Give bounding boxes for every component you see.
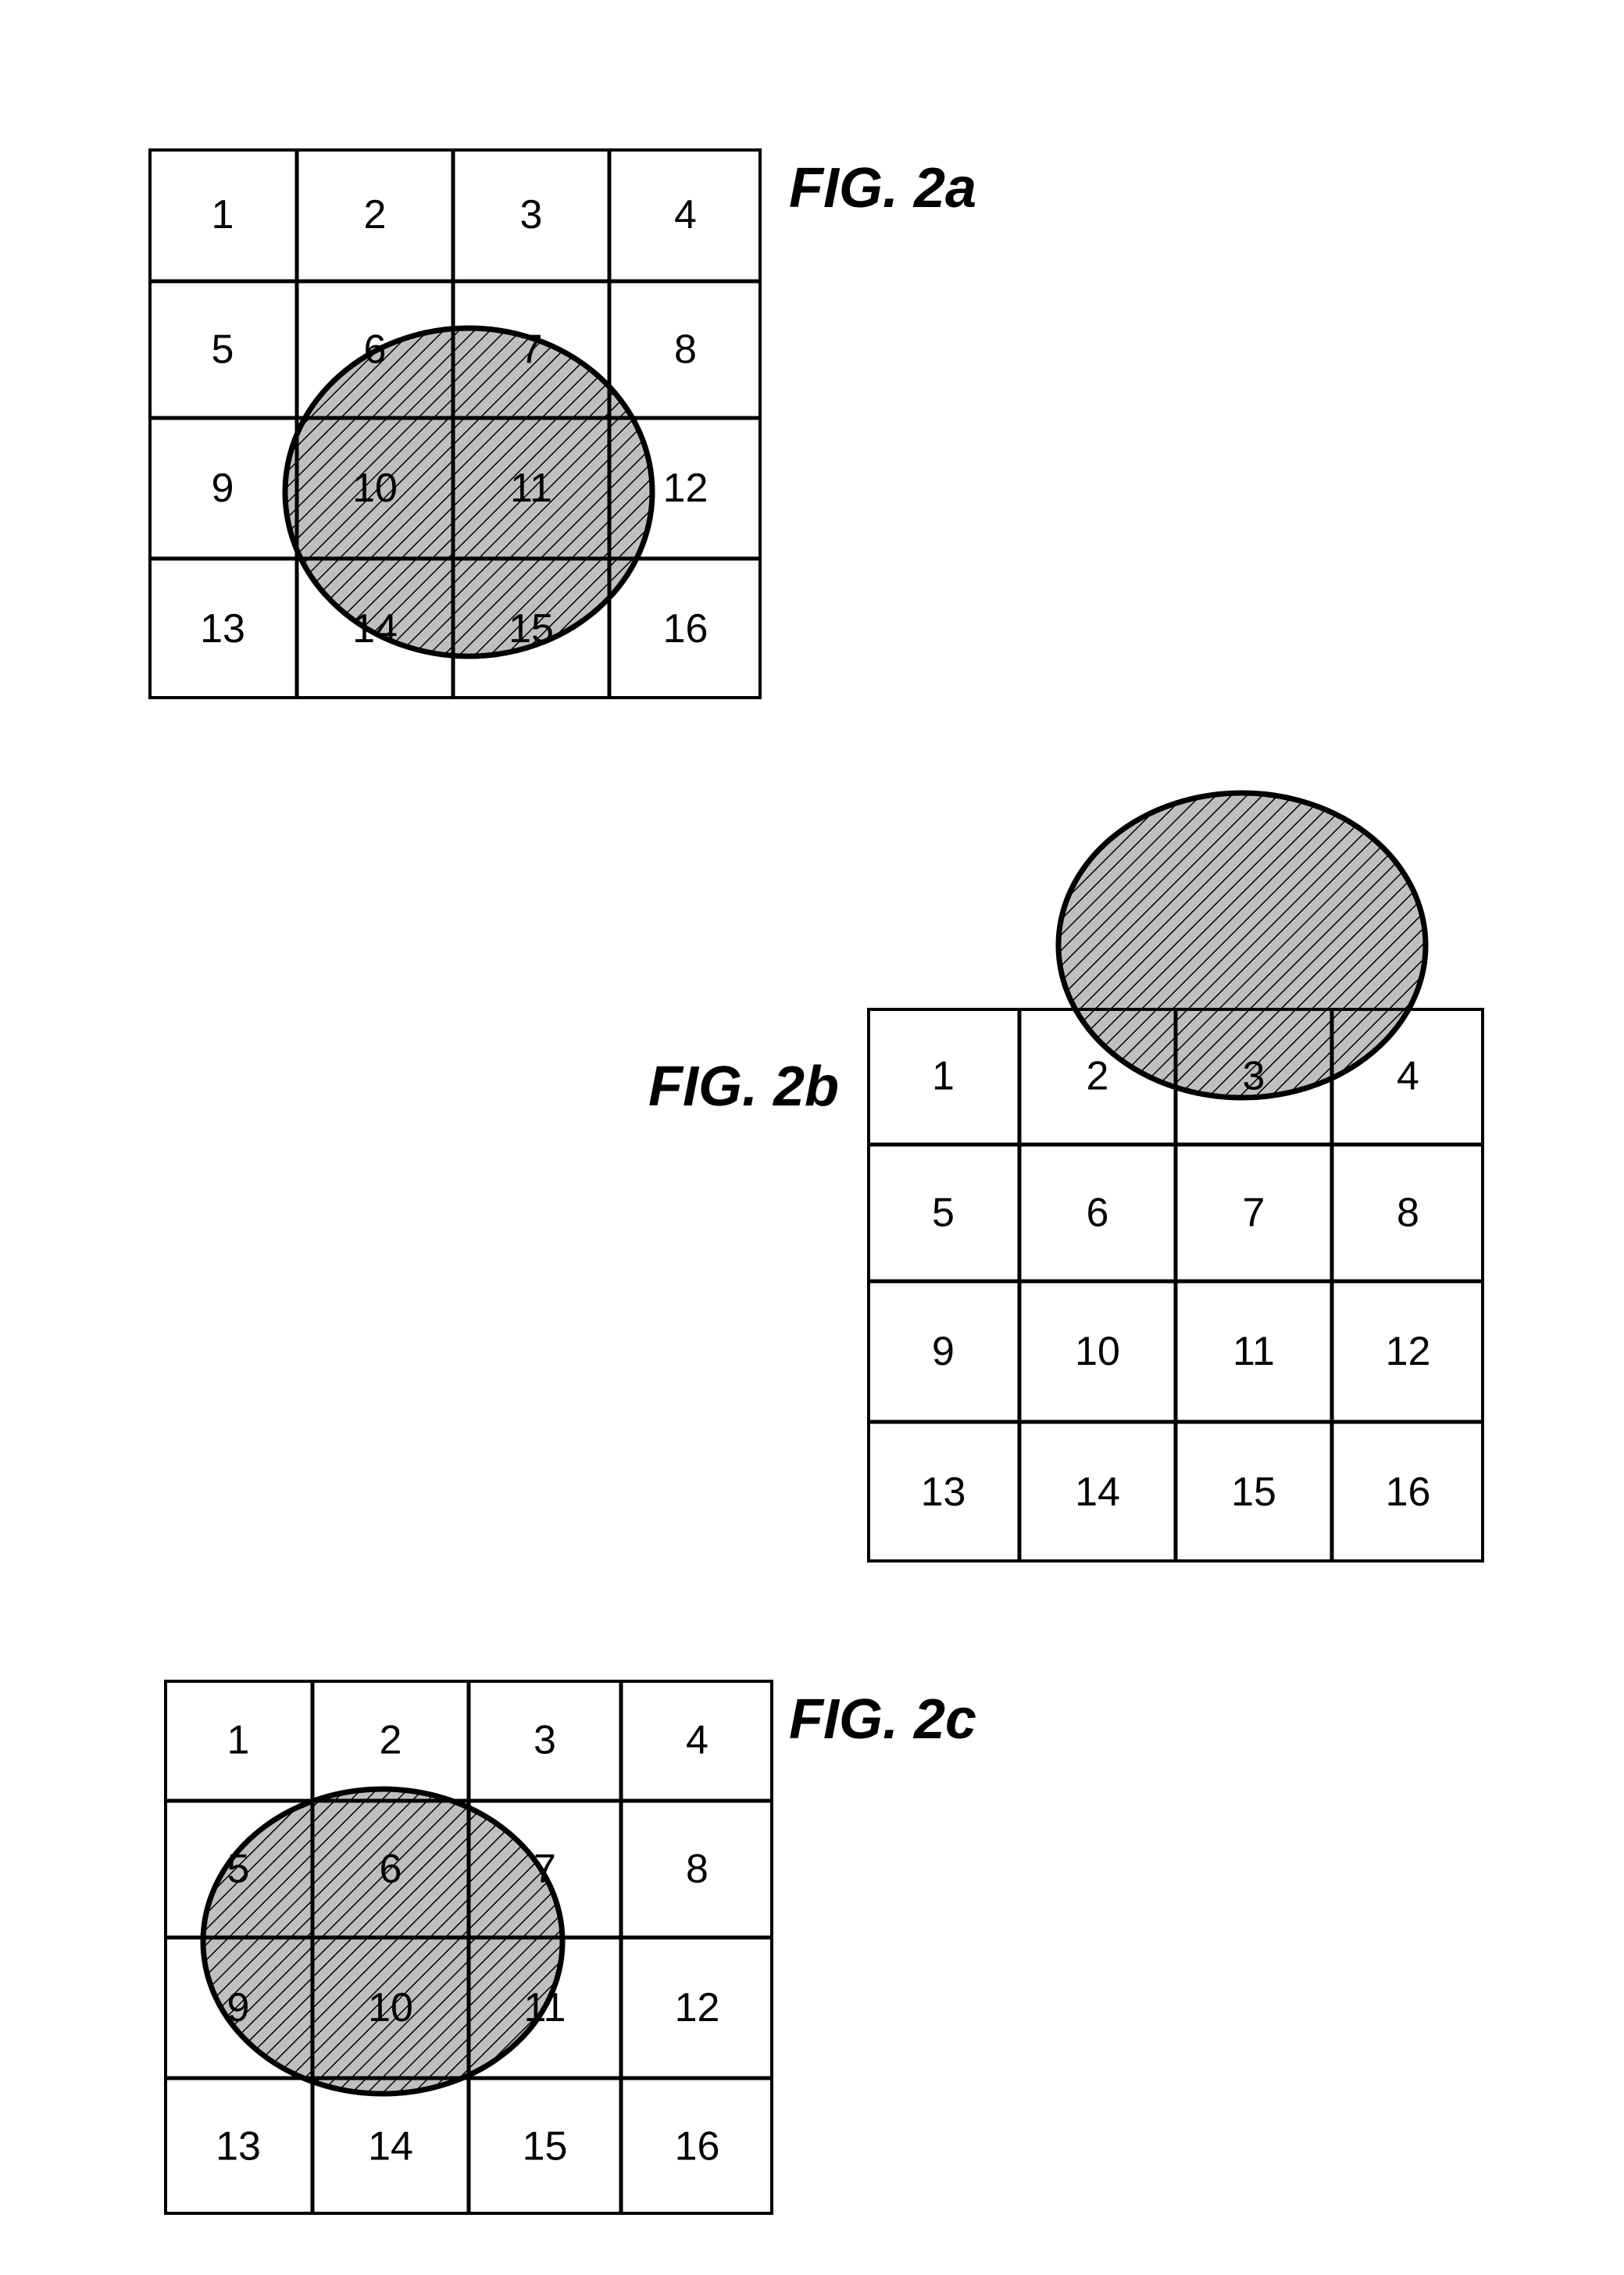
fig-2b-touch-ellipse (1058, 793, 1426, 1098)
fig-2a-grid-lines (148, 148, 762, 699)
fig-2a-cell-8: 8 (674, 327, 697, 373)
fig-2a-cell-7: 7 (520, 327, 543, 373)
fig-2a-cell-13: 13 (200, 606, 245, 652)
fig-2a-label: FIG. 2a (789, 156, 976, 220)
fig-2b-cell-13: 13 (921, 1470, 966, 1515)
fig-2a-cell-9: 9 (212, 466, 234, 511)
fig-2b-cell-14: 14 (1075, 1470, 1120, 1515)
fig-2c-touch-ellipse (203, 1789, 562, 2094)
fig-2b-label: FIG. 2b (648, 1055, 839, 1119)
fig-2a-touch-ellipse (285, 328, 652, 656)
fig-2c-cell-1: 1 (227, 1718, 250, 1763)
fig-2b-cell-1: 1 (932, 1054, 955, 1099)
fig-2c-cell-16: 16 (675, 2124, 720, 2170)
fig-2a-cell-5: 5 (212, 327, 234, 373)
fig-2b-cell-12: 12 (1386, 1329, 1431, 1374)
fig-2b-cell-2: 2 (1087, 1054, 1109, 1099)
fig-2a-cell-12: 12 (663, 466, 708, 511)
fig-2c-cell-2: 2 (380, 1718, 402, 1763)
fig-2a-cell-14: 14 (352, 606, 398, 652)
fig-2c-cell-8: 8 (686, 1847, 708, 1892)
fig-2a-cell-16: 16 (663, 606, 708, 652)
fig-2a-cell-2: 2 (364, 192, 387, 238)
fig-2b-cell-4: 4 (1397, 1054, 1419, 1099)
fig-2b-cell-10: 10 (1075, 1329, 1120, 1374)
fig-2c-cell-9: 9 (227, 1985, 250, 2030)
fig-2b-cell-6: 6 (1087, 1191, 1109, 1236)
fig-2c-cell-4: 4 (686, 1718, 708, 1763)
fig-2c-cell-7: 7 (534, 1847, 556, 1892)
fig-2a-svg: 12345678910111213141516 (133, 133, 777, 715)
fig-2b-cell-16: 16 (1386, 1470, 1431, 1515)
fig-2b-grid-lines (867, 1008, 1484, 1562)
fig-2b-cell-11: 11 (1233, 1329, 1275, 1374)
fig-2c-cell-10: 10 (368, 1985, 413, 2030)
fig-2b-cell-9: 9 (932, 1329, 955, 1374)
fig-2b-cell-15: 15 (1231, 1470, 1276, 1515)
fig-2c-cell-3: 3 (534, 1718, 556, 1763)
fig-2c-cell-5: 5 (227, 1847, 250, 1892)
fig-2b-numbers: 12345678910111213141516 (921, 1054, 1431, 1516)
fig-2c-cell-13: 13 (216, 2124, 261, 2170)
fig-2b-cell-5: 5 (932, 1191, 955, 1236)
fig-2b-cell-8: 8 (1397, 1191, 1419, 1236)
fig-2a-cell-4: 4 (674, 192, 697, 238)
fig-2a-cell-15: 15 (509, 606, 554, 652)
fig-2a-cell-6: 6 (364, 327, 387, 373)
fig-2c-cell-15: 15 (523, 2124, 568, 2170)
fig-2c-numbers: 12345678910111213141516 (216, 1718, 719, 2170)
fig-2a-cell-1: 1 (212, 192, 234, 238)
fig-2b-cell-3: 3 (1243, 1054, 1265, 1099)
fig-2c-grid-lines (164, 1680, 773, 2215)
fig-2b-svg: 12345678910111213141516 (851, 777, 1500, 1578)
fig-2c-cell-14: 14 (368, 2124, 413, 2170)
fig-2c-cell-12: 12 (675, 1985, 720, 2030)
fig-2c-cell-11: 11 (524, 1985, 566, 2030)
fig-2c-label: FIG. 2c (789, 1688, 976, 1752)
fig-2c-svg: 12345678910111213141516 (148, 1664, 789, 2230)
fig-2a-cell-3: 3 (520, 192, 543, 238)
fig-2b-cell-7: 7 (1243, 1191, 1265, 1236)
fig-2a-cell-10: 10 (352, 466, 398, 511)
fig-2a-cell-11: 11 (510, 466, 552, 511)
fig-2a-numbers: 12345678910111213141516 (200, 192, 708, 652)
fig-2c-cell-6: 6 (380, 1847, 402, 1892)
